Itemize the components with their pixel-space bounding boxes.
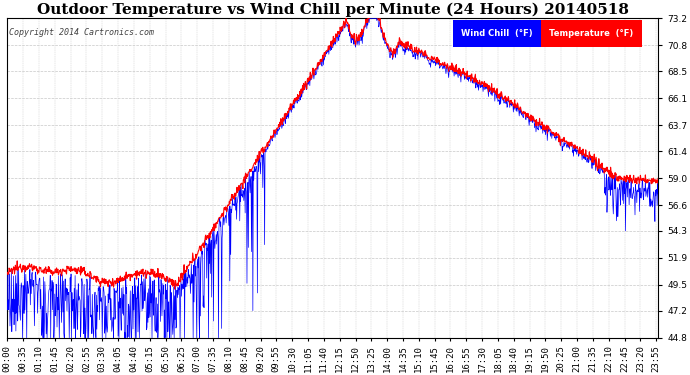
FancyBboxPatch shape — [541, 20, 642, 47]
Text: Copyright 2014 Cartronics.com: Copyright 2014 Cartronics.com — [8, 28, 154, 37]
Text: Temperature  (°F): Temperature (°F) — [549, 29, 633, 38]
FancyBboxPatch shape — [453, 20, 541, 47]
Title: Outdoor Temperature vs Wind Chill per Minute (24 Hours) 20140518: Outdoor Temperature vs Wind Chill per Mi… — [37, 3, 629, 17]
Text: Wind Chill  (°F): Wind Chill (°F) — [461, 29, 533, 38]
